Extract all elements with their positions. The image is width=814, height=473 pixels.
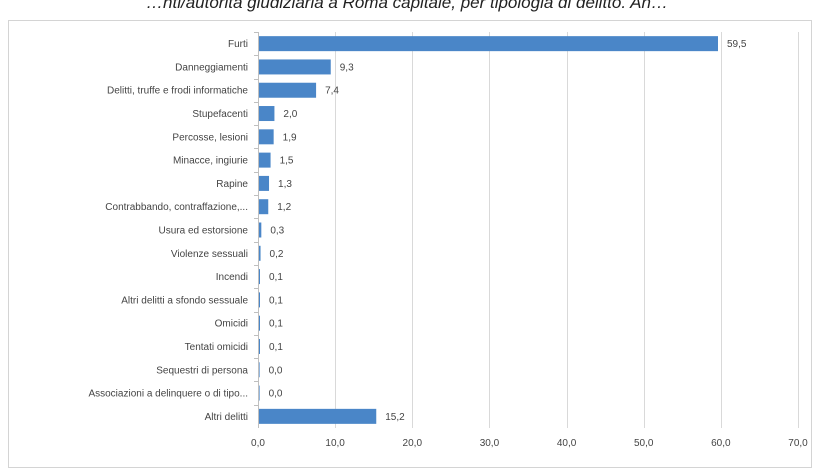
x-tick-label: 60,0 [711,438,731,449]
category-label: Omicidi [215,319,248,330]
data-label: 2,0 [283,109,297,120]
bar [259,175,270,191]
data-label: 0,2 [270,249,284,260]
data-label: 1,5 [280,156,294,167]
category-label: Stupefacenti [192,109,248,120]
data-label: 0,1 [269,295,283,306]
x-tick-label: 20,0 [403,438,423,449]
bar [259,292,260,308]
x-tick-label: 10,0 [325,438,345,449]
bar [259,82,317,98]
data-label: 0,0 [269,365,283,376]
category-label: Sequestri di persona [156,365,248,376]
chart-area [8,20,812,468]
category-label: Incendi [216,272,248,283]
data-label: 1,9 [283,132,297,143]
bar [259,222,262,238]
bar [259,338,260,354]
category-label: Tentati omicidi [185,342,248,353]
category-label: Rapine [216,179,248,190]
data-label: 0,3 [270,226,284,237]
data-label: 1,3 [278,179,292,190]
data-label: 1,2 [277,202,291,213]
category-label: Associazioni a delinquere o di tipo... [88,389,248,400]
x-tick-label: 50,0 [634,438,654,449]
category-label: Danneggiamenti [175,62,248,73]
category-label: Usura ed estorsione [159,226,249,237]
chart-title: …nti/autorità giudiziaria a Roma capital… [146,0,668,12]
category-label: Percosse, lesioni [172,132,248,143]
bar [259,269,260,285]
category-label: Altri delitti a sfondo sessuale [121,295,248,306]
bar [259,106,275,122]
data-label: 59,5 [727,39,747,50]
bar [259,59,331,75]
data-label: 0,0 [269,389,283,400]
data-label: 0,1 [269,272,283,283]
x-tick-label: 40,0 [557,438,577,449]
bar [259,408,377,424]
data-label: 15,2 [385,412,405,423]
bar [259,129,274,145]
data-label: 7,4 [325,86,339,97]
category-label: Altri delitti [205,412,248,423]
bar [259,36,718,52]
category-label: Violenze sessuali [171,249,248,260]
bar [259,199,269,215]
bar [259,245,261,261]
bar [259,315,260,331]
bar [259,152,271,168]
bar [259,362,260,378]
bar [259,385,260,401]
category-label: Furti [228,39,248,50]
data-label: 0,1 [269,342,283,353]
x-tick-label: 70,0 [788,438,808,449]
category-label: Contrabbando, contraffazione,... [105,202,248,213]
x-tick-label: 30,0 [480,438,500,449]
data-label: 0,1 [269,319,283,330]
category-label: Minacce, ingiurie [173,156,248,167]
x-tick-label: 0,0 [251,438,265,449]
category-label: Delitti, truffe e frodi informatiche [107,86,248,97]
data-label: 9,3 [340,62,354,73]
